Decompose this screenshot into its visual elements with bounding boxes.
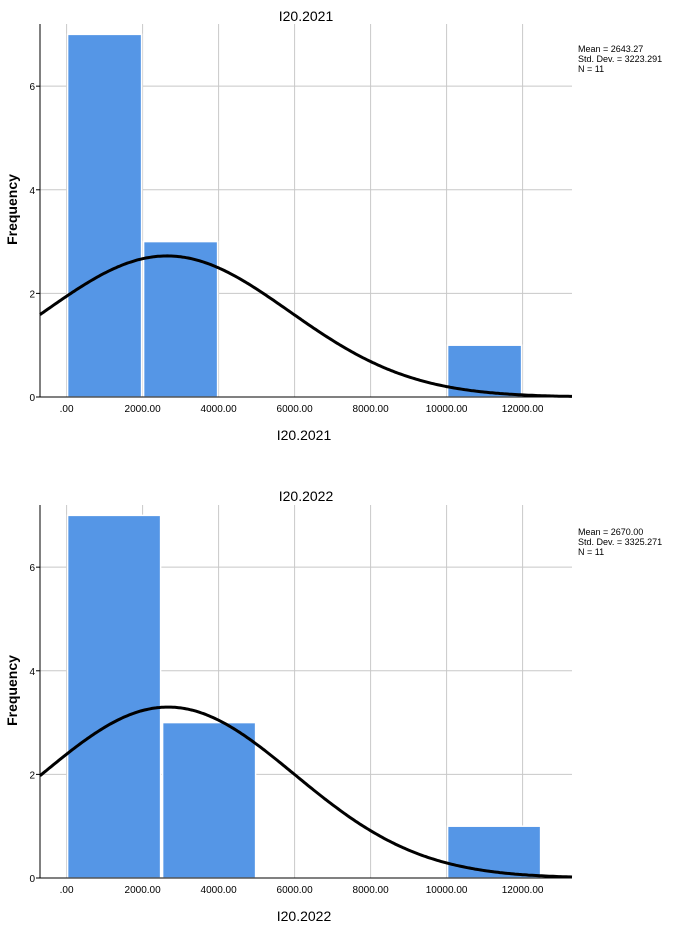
x-tick-label: 6000.00 [277,404,314,415]
histogram-panel-2022: 0 2 4 6 .00 2000.00 4000.00 6000.00 8000.00 10000… [0,463,673,926]
stats-box-2021: Mean = 2643.27 Std. Dev. = 3223.291 N = … [578,44,662,74]
stat-std-dev-2021: Std. Dev. = 3223.291 [578,54,663,64]
x-axis-label: I20.2021 [277,427,332,443]
y-tick-label: 0 [29,874,35,885]
histogram-bar-2021-3 [446,344,523,398]
stat-n-2021: N = 11 [578,64,605,74]
x-tick-label: 6000.00 [277,885,314,896]
x-tick-label: 12000.00 [502,404,544,415]
y-tick-label: 2 [29,289,35,300]
y-tick-label: 2 [29,770,35,781]
x-axis-label: I20.2022 [277,908,332,924]
x-tick-label: 8000.00 [353,404,390,415]
normal-curve-2022 [39,705,573,879]
x-tick-label: 10000.00 [426,885,468,896]
chart-title: I20.2022 [279,488,334,504]
y-tick-label: 0 [29,393,35,404]
x-tick-label: 12000.00 [502,885,544,896]
histogram-bar-2022-1 [66,514,162,879]
stat-n-2022: N = 11 [578,547,605,557]
histogram-bar-2022-3 [446,825,542,879]
histogram-bar-2022-2 [161,721,257,879]
histogram-chart-2022: 0 2 4 6 .00 2000.00 4000.00 6000.00 8000.00 10000… [4,488,573,924]
stat-std-dev-2022: Std. Dev. = 3325.271 [578,537,663,547]
y-tick-label: 6 [29,563,35,574]
stat-mean-2022: Mean = 2670.00 [578,527,644,537]
y-tick-label: 4 [29,667,35,678]
histogram-panel-2021: 0 2 4 6 .00 2000.00 4000.00 6000.00 8000.00 10000… [4,8,662,443]
x-tick-label: .00 [60,404,74,415]
histogram-chart-2021: 0 2 4 6 .00 2000.00 4000.00 6000.00 8000.00 10000… [4,8,572,443]
stat-mean-2021: Mean = 2643.27 [578,44,644,54]
stats-box-2022: Mean = 2670.00 Std. Dev. = 3325.271 N = … [578,527,662,557]
x-tick-label: .00 [60,885,74,896]
y-axis-label: Frequency [4,174,20,245]
x-tick-label: 4000.00 [201,885,238,896]
y-tick-label: 6 [29,82,35,93]
y-axis-label: Frequency [4,655,20,726]
y-tick-label: 4 [29,186,35,197]
x-tick-label: 4000.00 [201,404,238,415]
histogram-bar-2021-2 [142,240,219,398]
x-tick-label: 10000.00 [426,404,468,415]
chart-title: I20.2021 [279,8,334,24]
histogram-bar-2021-1 [66,33,143,398]
normal-curve-2021 [39,254,572,398]
x-tick-label: 8000.00 [353,885,390,896]
x-tick-label: 2000.00 [125,404,162,415]
x-tick-label: 2000.00 [125,885,162,896]
